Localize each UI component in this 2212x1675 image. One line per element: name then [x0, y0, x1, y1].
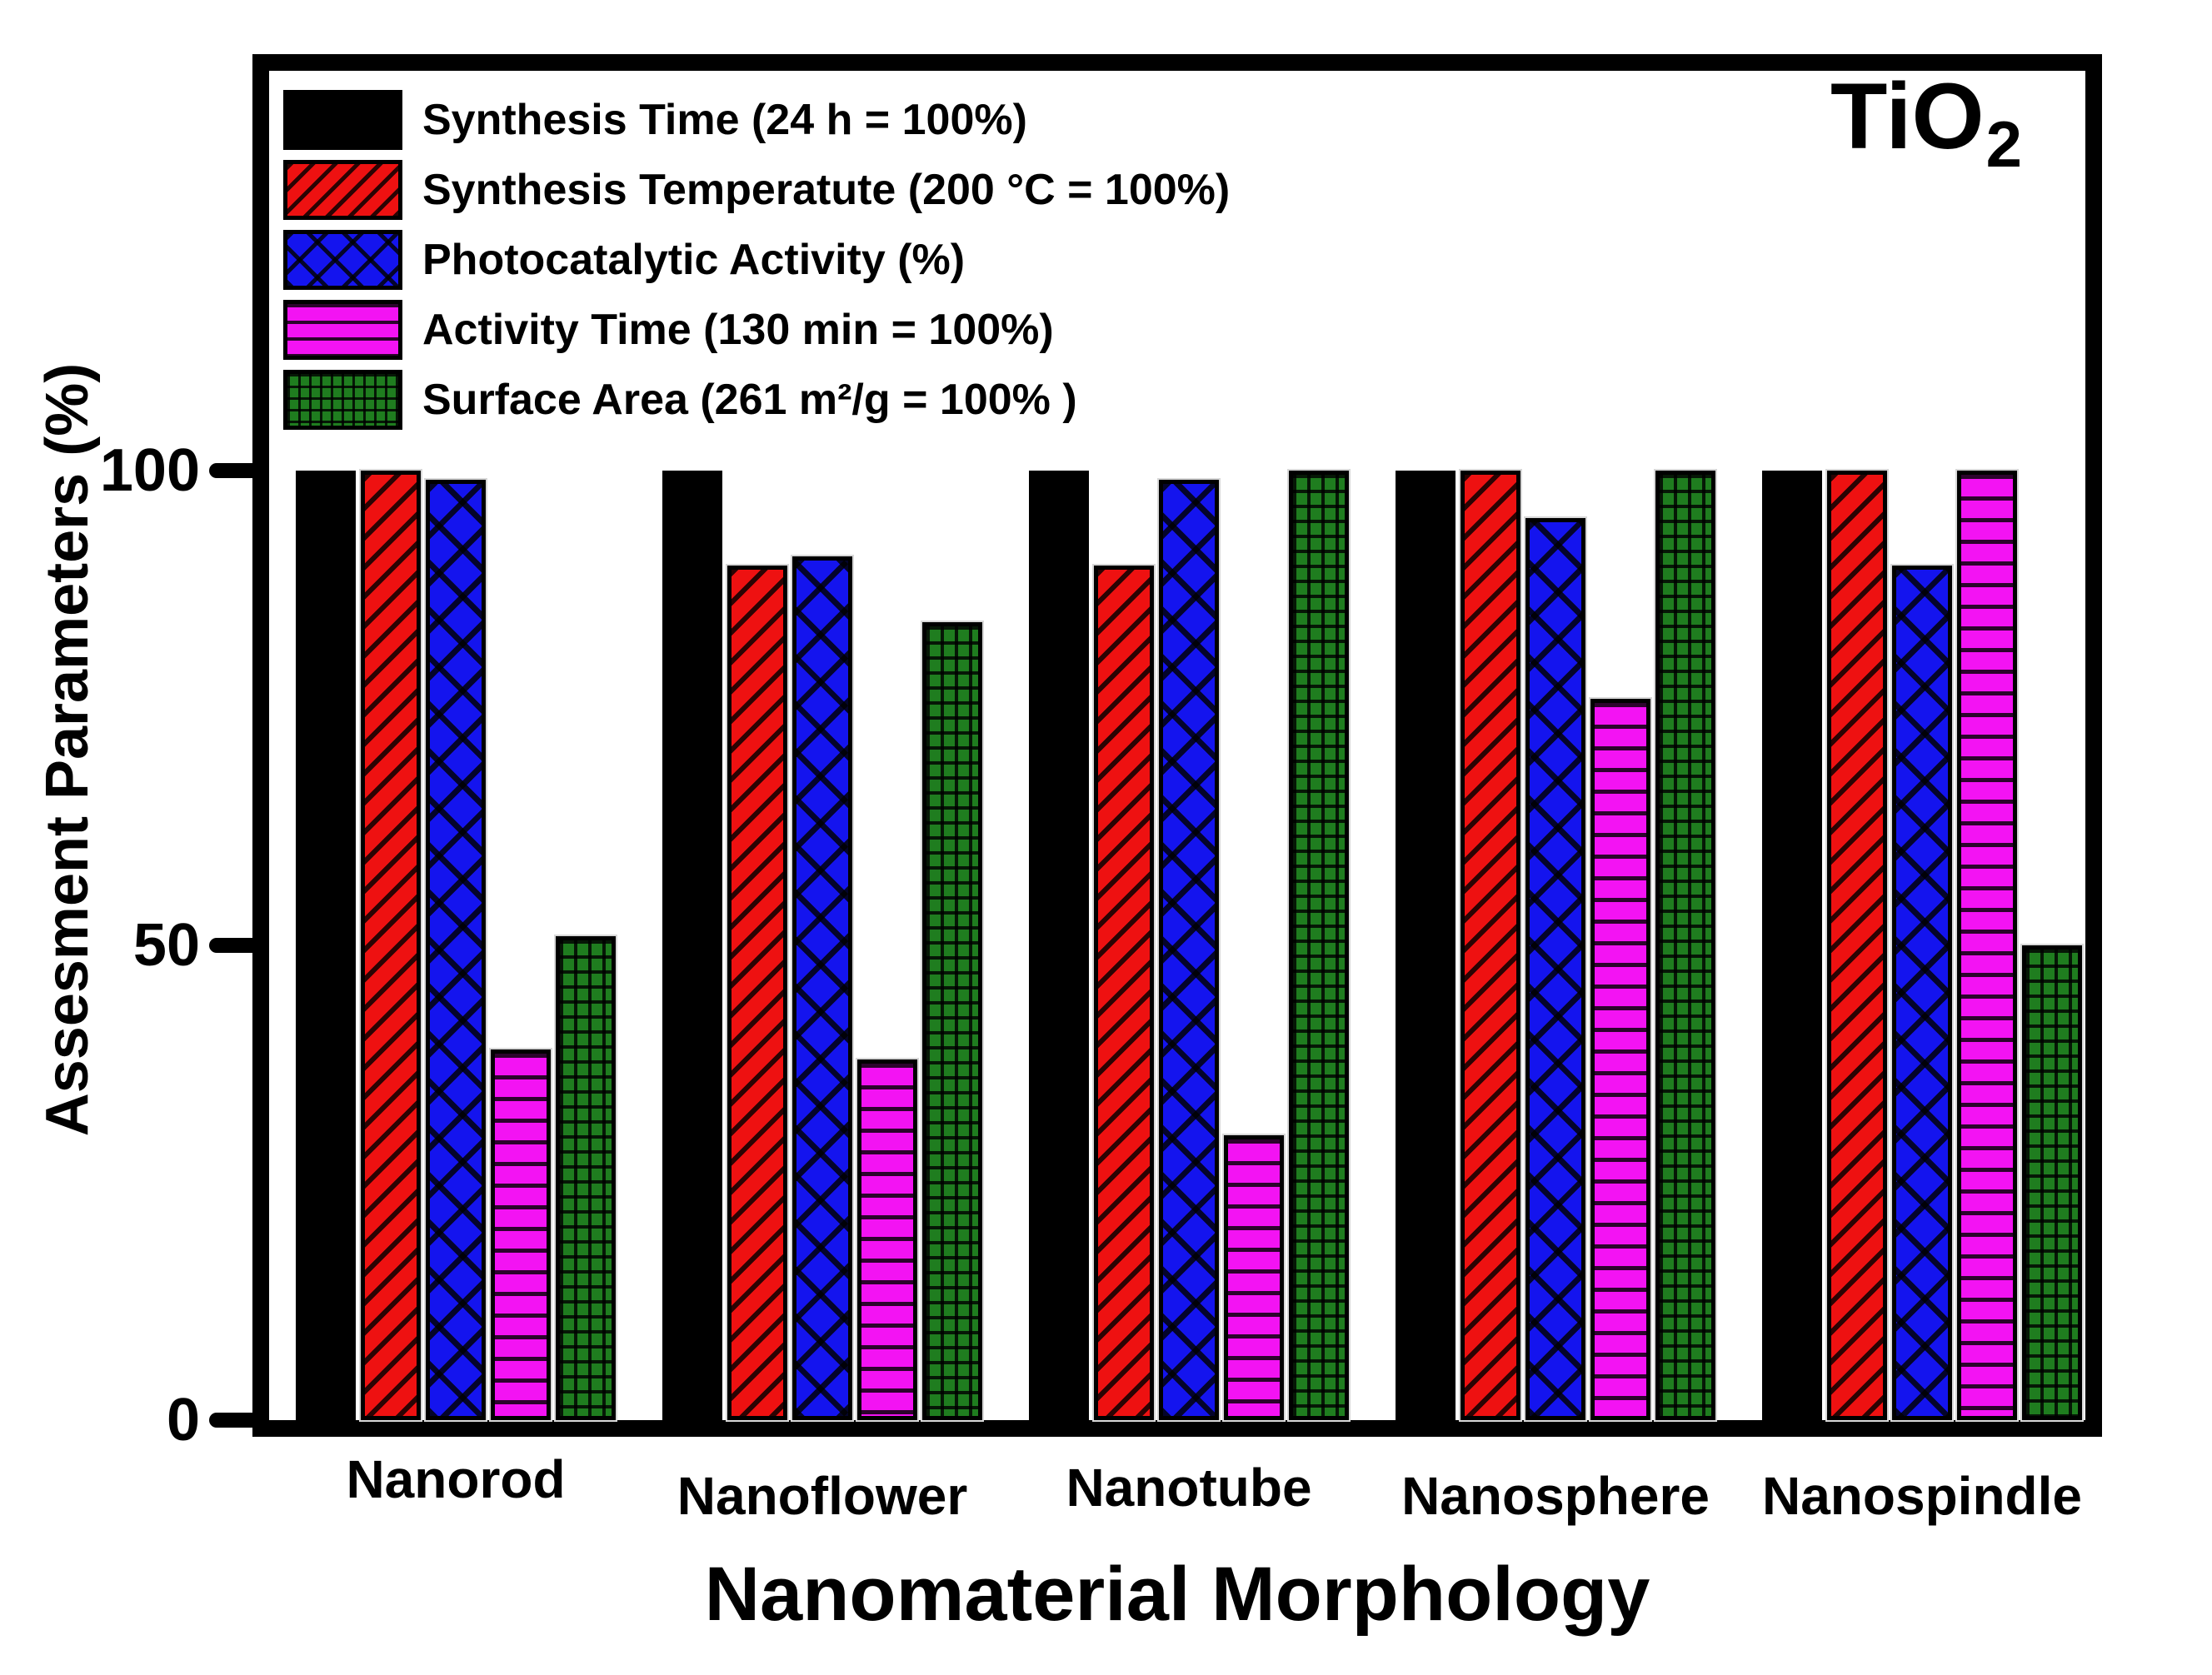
bar-photocatalytic-nanorod: [426, 480, 486, 1420]
legend-item-3: Activity Time (130 min = 100%): [283, 295, 1230, 365]
legend-swatch-diagonal-icon: [283, 160, 402, 220]
x-tick-label-nanorod: Nanorod: [346, 1449, 566, 1509]
bar-activity-nanorod: [491, 1049, 551, 1420]
y-tick-label: 100: [99, 437, 200, 504]
y-tick-label: 0: [166, 1387, 200, 1453]
plot-area: Synthesis Time (24 h = 100%) Synthesis Te…: [269, 71, 2085, 1420]
bar-surface-nanospindle: [2022, 945, 2082, 1420]
bar-synthesis-nanospindle: [1762, 471, 1822, 1420]
bar-synthesis-nanosphere: [1461, 471, 1520, 1420]
bar-activity-nanospindle: [1957, 471, 2017, 1420]
bar-surface-nanoflower: [922, 622, 982, 1420]
bar-surface-nanorod: [556, 936, 616, 1420]
legend-swatch-grid-icon: [283, 370, 402, 430]
bar-photocatalytic-nanospindle: [1892, 566, 1952, 1420]
y-axis-title: Assesment Parameters (%): [34, 362, 101, 1137]
legend-swatch-hlines-icon: [283, 300, 402, 360]
bar-synthesis-nanosphere: [1396, 471, 1456, 1420]
legend-label: Surface Area (261 m²/g = 100% ): [422, 376, 1077, 424]
legend-label: Photocatalytic Activity (%): [422, 236, 966, 284]
material-label: TiO2: [1830, 70, 2022, 177]
y-tick-mark: [209, 1413, 252, 1428]
legend-label: Synthesis Temperatute (200 °C = 100%): [422, 166, 1231, 214]
x-tick-label-nanosphere: Nanosphere: [1401, 1466, 1710, 1526]
bar-photocatalytic-nanoflower: [792, 556, 852, 1420]
legend-label: Synthesis Time (24 h = 100%): [422, 96, 1027, 144]
bar-surface-nanosphere: [1655, 471, 1715, 1420]
x-axis-title: Nanomaterial Morphology: [704, 1552, 1650, 1637]
material-label-base: TiO: [1830, 64, 1985, 168]
bar-synthesis-nanotube: [1029, 471, 1089, 1420]
legend-item-2: Photocatalytic Activity (%): [283, 225, 1230, 295]
bar-synthesis-nanorod: [296, 471, 356, 1420]
bar-activity-nanosphere: [1590, 699, 1650, 1420]
x-tick-label-nanotube: Nanotube: [1066, 1458, 1312, 1518]
material-label-subscript: 2: [1985, 107, 2022, 181]
legend-swatch-solid-icon: [283, 90, 402, 150]
legend: Synthesis Time (24 h = 100%) Synthesis Te…: [283, 85, 1230, 435]
y-tick-mark: [209, 463, 252, 478]
x-tick-label-nanoflower: Nanoflower: [677, 1466, 968, 1526]
bar-synthesis-nanotube: [1094, 566, 1154, 1420]
bar-activity-nanotube: [1224, 1135, 1284, 1420]
legend-label: Activity Time (130 min = 100%): [422, 306, 1054, 354]
bar-photocatalytic-nanotube: [1159, 480, 1219, 1420]
legend-item-4: Surface Area (261 m²/g = 100% ): [283, 365, 1230, 435]
bar-synthesis-nanorod: [361, 471, 421, 1420]
bar-synthesis-nanoflower: [727, 566, 787, 1420]
bar-synthesis-nanoflower: [662, 471, 722, 1420]
bar-photocatalytic-nanosphere: [1525, 518, 1585, 1420]
x-tick-label-nanospindle: Nanospindle: [1761, 1466, 2083, 1526]
bar-synthesis-nanospindle: [1827, 471, 1887, 1420]
bar-activity-nanoflower: [857, 1059, 917, 1420]
y-tick-mark: [209, 938, 252, 953]
legend-item-1: Synthesis Temperatute (200 °C = 100%): [283, 155, 1230, 225]
bar-surface-nanotube: [1289, 471, 1349, 1420]
legend-swatch-crosshatch-icon: [283, 230, 402, 290]
y-tick-label: 50: [132, 912, 200, 979]
legend-item-0: Synthesis Time (24 h = 100%): [283, 85, 1230, 155]
